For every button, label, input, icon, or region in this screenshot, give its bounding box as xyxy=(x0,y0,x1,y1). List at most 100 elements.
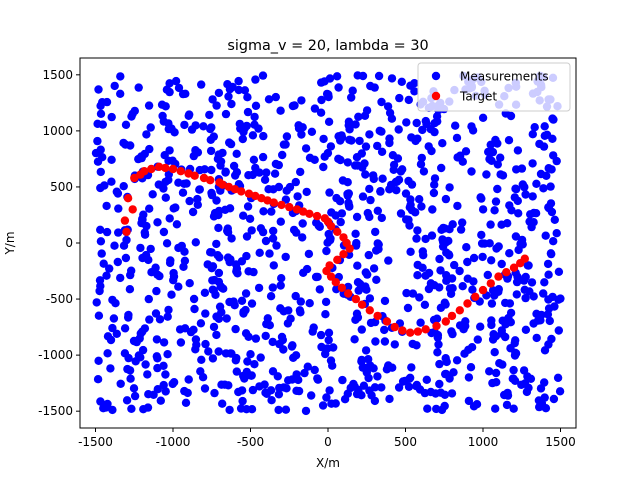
measurement-point xyxy=(93,375,103,384)
measurement-point xyxy=(243,107,253,117)
measurement-point xyxy=(361,170,370,179)
measurement-point xyxy=(321,310,330,319)
measurement-point xyxy=(328,361,337,370)
measurement-point xyxy=(544,270,553,279)
measurement-point xyxy=(300,368,309,378)
measurement-point xyxy=(116,72,125,81)
measurement-point xyxy=(185,196,194,206)
measurement-point xyxy=(259,131,268,141)
measurement-point xyxy=(319,134,328,144)
measurement-point xyxy=(536,384,546,393)
measurement-point xyxy=(167,290,176,299)
measurement-point xyxy=(127,112,136,121)
measurement-point xyxy=(188,207,198,217)
measurement-point xyxy=(467,122,476,131)
measurement-point xyxy=(358,71,368,81)
measurement-point xyxy=(258,71,268,80)
target-point xyxy=(344,289,353,298)
measurement-point xyxy=(268,234,278,243)
measurement-point xyxy=(232,168,242,177)
measurement-point xyxy=(426,125,435,134)
measurement-point xyxy=(164,305,173,315)
measurement-point xyxy=(469,253,479,263)
measurement-point xyxy=(494,285,503,294)
measurement-point xyxy=(467,343,477,352)
measurement-point xyxy=(278,335,287,345)
measurement-point xyxy=(123,364,132,374)
measurement-point xyxy=(120,324,130,333)
target-point xyxy=(463,299,472,308)
measurement-point xyxy=(208,95,217,104)
measurement-point xyxy=(145,204,154,213)
measurement-point xyxy=(445,225,454,234)
measurement-point xyxy=(316,108,326,117)
measurement-point xyxy=(290,101,299,110)
measurement-point xyxy=(529,218,538,227)
measurement-point xyxy=(163,350,172,359)
measurement-point xyxy=(520,182,529,192)
measurement-point xyxy=(417,153,426,163)
measurement-point xyxy=(114,204,123,213)
measurement-point xyxy=(210,275,219,285)
measurement-point xyxy=(331,211,340,220)
measurement-point xyxy=(401,189,411,198)
measurement-point xyxy=(107,112,116,122)
measurement-point xyxy=(326,142,336,151)
measurement-point xyxy=(119,182,128,191)
measurement-point xyxy=(261,236,271,246)
measurement-point xyxy=(272,241,281,250)
measurement-point xyxy=(250,112,259,122)
measurement-point xyxy=(452,356,462,365)
measurement-point xyxy=(163,312,172,321)
measurement-point xyxy=(126,141,135,150)
measurement-point xyxy=(512,184,521,194)
measurement-point xyxy=(101,403,111,412)
measurement-point xyxy=(388,151,398,160)
measurement-point xyxy=(478,113,488,123)
measurement-point xyxy=(265,321,274,330)
measurement-point xyxy=(462,243,471,252)
target-point xyxy=(478,285,488,295)
measurement-point xyxy=(453,201,462,211)
measurement-point xyxy=(485,367,494,376)
measurement-point xyxy=(96,397,105,406)
measurement-point xyxy=(113,189,123,198)
measurement-point xyxy=(521,190,530,199)
measurement-point xyxy=(334,83,343,92)
measurement-point xyxy=(324,92,333,102)
measurement-point xyxy=(190,304,199,314)
measurement-point xyxy=(197,355,206,364)
target-point xyxy=(263,196,272,205)
measurement-point xyxy=(395,93,404,103)
measurement-point xyxy=(239,309,248,318)
measurement-point xyxy=(264,185,273,194)
measurement-point xyxy=(427,231,437,240)
measurement-point xyxy=(384,361,393,370)
measurement-point xyxy=(299,268,308,277)
measurement-point xyxy=(404,95,413,105)
measurement-point xyxy=(540,346,550,355)
measurement-point xyxy=(410,87,419,96)
measurement-point xyxy=(207,264,216,273)
measurement-point xyxy=(490,348,499,357)
measurement-point xyxy=(386,180,396,190)
measurement-point xyxy=(377,213,386,223)
target-point xyxy=(520,254,529,263)
target-point xyxy=(140,167,149,176)
measurement-point xyxy=(497,220,506,229)
measurement-point xyxy=(512,165,521,174)
measurement-point xyxy=(402,215,411,224)
measurement-point xyxy=(231,324,240,334)
measurement-point xyxy=(546,182,555,191)
measurement-point xyxy=(144,294,153,304)
measurement-point xyxy=(404,176,413,186)
measurement-point xyxy=(511,232,521,241)
measurement-point xyxy=(323,148,333,158)
measurement-point xyxy=(107,177,116,186)
measurement-point xyxy=(206,124,215,134)
measurement-point xyxy=(535,402,544,412)
measurement-point xyxy=(350,335,359,344)
y-tick-label: 1500 xyxy=(42,68,73,82)
measurement-point xyxy=(319,162,328,172)
measurement-point xyxy=(185,279,194,288)
